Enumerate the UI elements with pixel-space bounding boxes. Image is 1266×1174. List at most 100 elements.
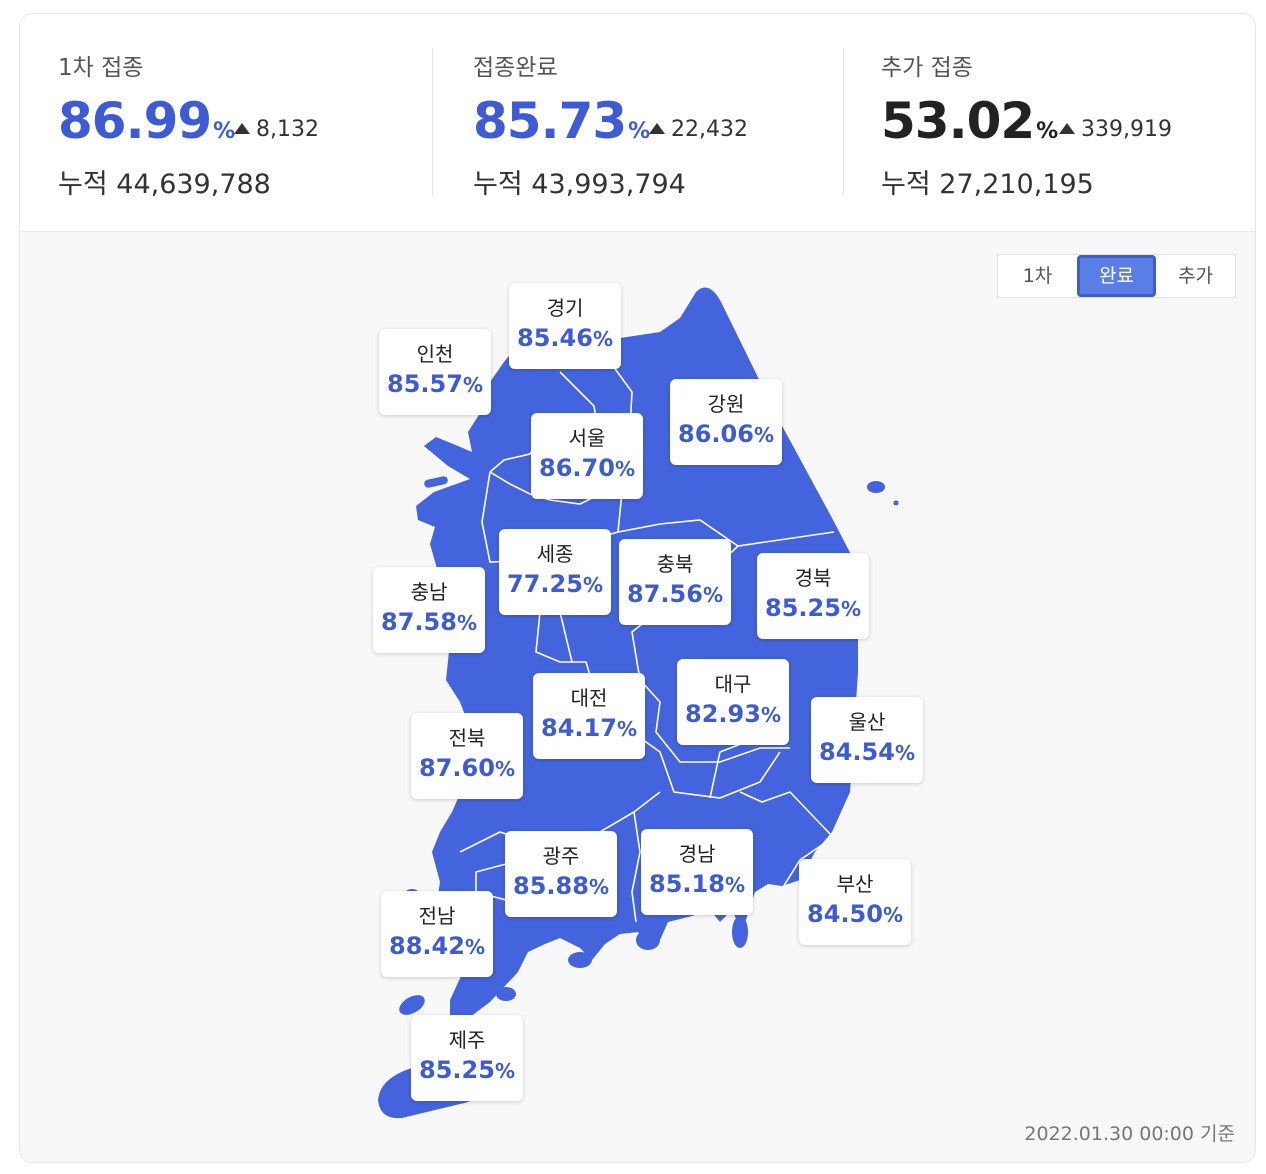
region-name: 경남 (678, 842, 716, 866)
region-value: 86.06% (678, 420, 774, 448)
island-south-2 (399, 995, 425, 1015)
region-name: 인천 (416, 342, 454, 366)
region-card-daegu[interactable]: 대구 82.93% (677, 659, 789, 745)
region-name: 충남 (410, 580, 448, 604)
region-card-jeonbuk[interactable]: 전북 87.60% (411, 713, 523, 799)
border-gyeongbuk-ulsan (739, 791, 833, 837)
divider (843, 48, 844, 196)
region-card-seoul[interactable]: 서울 86.70% (531, 413, 643, 499)
region-card-busan[interactable]: 부산 84.50% (799, 859, 911, 945)
stat-delta-value: 339,919 (1081, 117, 1172, 142)
up-triangle-icon (649, 123, 665, 134)
region-name: 울산 (848, 710, 886, 734)
stat-percent-value: 85.73 (473, 92, 627, 150)
region-card-incheon[interactable]: 인천 85.57% (379, 329, 491, 415)
region-card-gwangju[interactable]: 광주 85.88% (505, 831, 617, 917)
stat-percent-unit: % (628, 119, 651, 144)
border-gangwon-south (617, 519, 835, 547)
region-value: 82.93% (685, 700, 781, 728)
stat-percent-unit: % (1036, 119, 1059, 144)
island-south-3 (568, 952, 592, 968)
stat-label: 접종완료 (473, 55, 558, 81)
toggle-first-dose[interactable]: 1차 (1022, 265, 1053, 287)
stat-label: 1차 접종 (58, 55, 144, 81)
stat-delta-value: 8,132 (256, 117, 319, 142)
region-name: 강원 (707, 392, 745, 416)
region-card-ulsan[interactable]: 울산 84.54% (811, 697, 923, 783)
region-value: 85.18% (649, 870, 745, 898)
border-daegu (709, 741, 747, 799)
region-card-gyeongbuk[interactable]: 경북 85.25% (757, 553, 869, 639)
region-name: 충북 (656, 552, 694, 576)
region-value: 85.46% (517, 324, 613, 352)
region-card-jeju[interactable]: 제주 85.25% (411, 1015, 523, 1101)
region-name: 대구 (714, 672, 752, 696)
stat-percent-value: 53.02 (881, 92, 1035, 150)
region-card-gyeongnam[interactable]: 경남 85.18% (641, 829, 753, 915)
stat-delta: 8,132 (234, 117, 319, 142)
region-value: 84.50% (807, 900, 903, 928)
region-value: 77.25% (507, 570, 603, 598)
vaccination-card: 1차 접종 86.99% 8,132 누적 44,639,788 접종완료 85… (19, 13, 1256, 1163)
region-value: 87.58% (381, 608, 477, 636)
region-value: 85.25% (765, 594, 861, 622)
island-ulleungdo (867, 481, 885, 493)
stat-cumulative: 누적 43,993,794 (473, 169, 686, 200)
stat-label: 추가 접종 (881, 55, 973, 81)
stat-booster: 추가 접종 53.02% 339,919 누적 27,210,195 (881, 14, 1251, 231)
region-name: 제주 (448, 1028, 486, 1052)
stat-percent-value: 86.99 (58, 92, 212, 150)
region-value: 85.57% (387, 370, 483, 398)
region-value: 84.54% (819, 738, 915, 766)
region-value: 84.17% (541, 714, 637, 742)
region-card-gyeonggi[interactable]: 경기 85.46% (509, 283, 621, 369)
stat-cumulative: 누적 44,639,788 (58, 169, 271, 200)
region-card-jeonnam[interactable]: 전남 88.42% (381, 891, 493, 977)
border-sejong-daejeon (559, 611, 573, 663)
island-dokdo (893, 500, 899, 506)
island-south-6 (496, 987, 516, 1001)
region-name: 전남 (418, 904, 456, 928)
stat-percent-unit: % (213, 119, 236, 144)
stat-percent: 85.73% (473, 92, 650, 150)
stat-delta: 22,432 (649, 117, 748, 142)
region-name: 광주 (542, 844, 580, 868)
region-value: 87.56% (627, 580, 723, 608)
region-value: 85.88% (513, 872, 609, 900)
map-area: 1차 완료 추가 경기 85.46% 인천 85.57% 강원 86.06% 서… (20, 232, 1255, 1162)
region-value: 87.60% (419, 754, 515, 782)
region-value: 86.70% (539, 454, 635, 482)
island-south-5 (732, 916, 748, 948)
region-name: 전북 (448, 726, 486, 750)
border-jeonnam-gyeongnam (631, 811, 641, 923)
stat-percent: 53.02% (881, 92, 1058, 150)
island-incheon (424, 476, 448, 488)
stat-percent: 86.99% (58, 92, 235, 150)
region-card-daejeon[interactable]: 대전 84.17% (533, 673, 645, 759)
toggle-complete[interactable]: 완료 (1077, 255, 1156, 297)
island-south-4 (636, 930, 660, 950)
region-card-chungnam[interactable]: 충남 87.58% (373, 567, 485, 653)
region-value: 88.42% (389, 932, 485, 960)
region-card-chungbuk[interactable]: 충북 87.56% (619, 539, 731, 625)
region-name: 세종 (536, 542, 574, 566)
up-triangle-icon (1059, 123, 1075, 134)
region-name: 부산 (836, 872, 874, 896)
region-name: 경기 (546, 296, 584, 320)
stats-header: 1차 접종 86.99% 8,132 누적 44,639,788 접종완료 85… (20, 14, 1255, 232)
region-card-gangwon[interactable]: 강원 86.06% (670, 379, 782, 465)
stat-first-dose: 1차 접종 86.99% 8,132 누적 44,639,788 (58, 14, 438, 231)
stat-cumulative: 누적 27,210,195 (881, 169, 1094, 200)
stat-delta-value: 22,432 (671, 117, 748, 142)
stat-delta: 339,919 (1059, 117, 1172, 142)
region-value: 85.25% (419, 1056, 515, 1084)
toggle-booster[interactable]: 추가 (1178, 265, 1213, 287)
stat-fully-vaccinated: 접종완료 85.73% 22,432 누적 43,993,794 (473, 14, 853, 231)
region-name: 경북 (794, 566, 832, 590)
region-name: 서울 (568, 426, 606, 450)
region-card-sejong[interactable]: 세종 77.25% (499, 529, 611, 615)
region-name: 대전 (570, 686, 608, 710)
data-basis-timestamp: 2022.01.30 00:00 기준 (1024, 1123, 1235, 1145)
dose-toggle: 1차 완료 추가 (997, 254, 1236, 298)
divider (432, 48, 433, 196)
